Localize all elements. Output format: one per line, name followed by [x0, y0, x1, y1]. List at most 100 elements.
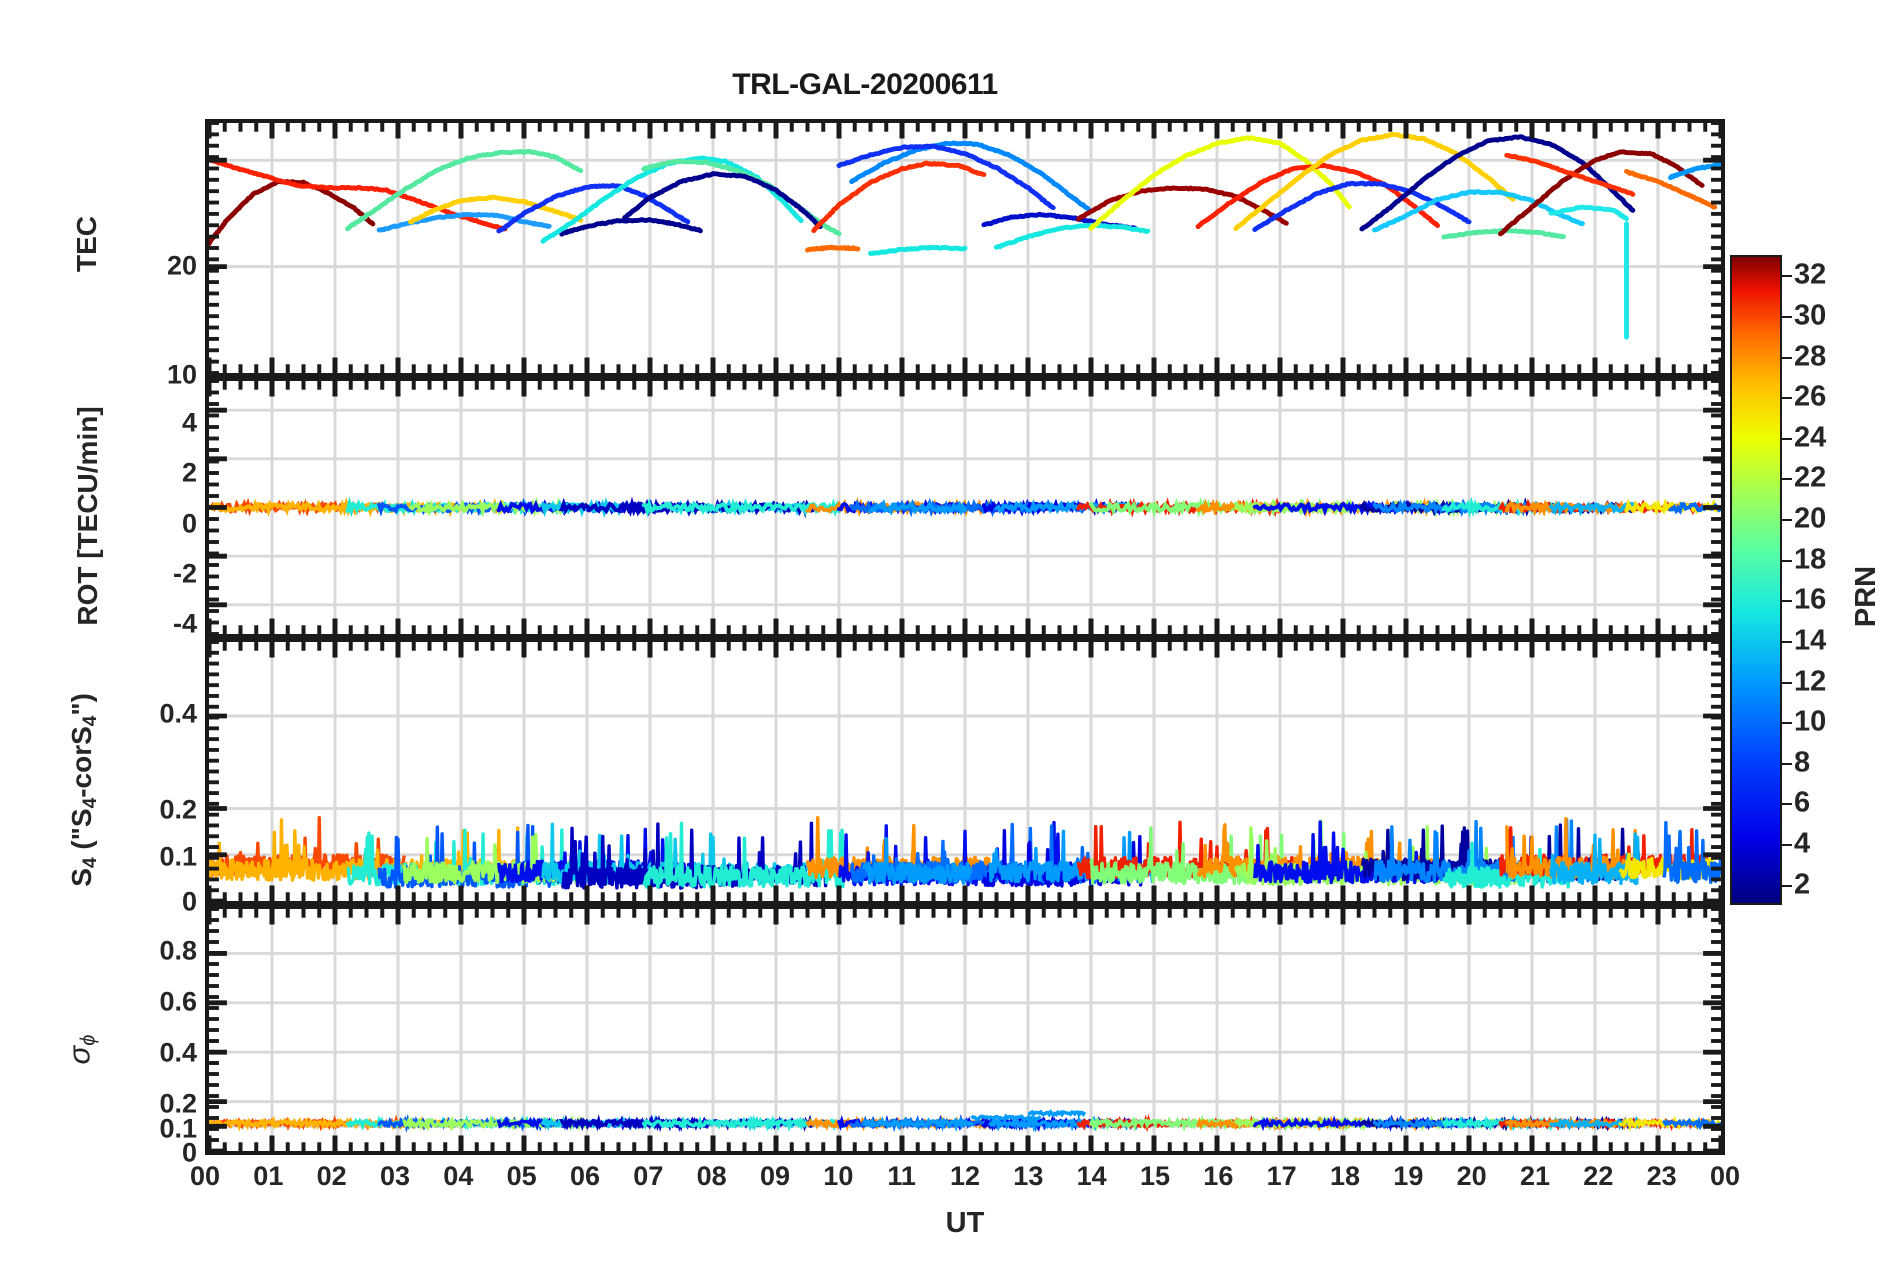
sigma-ytick-08: 0.8 — [159, 935, 197, 966]
sigma-phi-plot-area — [209, 909, 1721, 1151]
colorbar-tickmark-12 — [1782, 681, 1792, 684]
rot-trace-prn-3 — [622, 498, 823, 519]
x-tick-13-13: 13 — [1013, 1161, 1044, 1191]
colorbar-tickmark-30 — [1782, 315, 1792, 318]
sigma-ytick-02: 0.2 — [159, 1088, 197, 1119]
colorbar-tick-26: 26 — [1794, 380, 1827, 413]
rot-ytick-m4: -4 — [172, 608, 197, 639]
tec-arc-prn-30 — [209, 178, 376, 247]
x-tick-01-1: 01 — [253, 1161, 284, 1191]
colorbar-tick-18: 18 — [1794, 543, 1827, 576]
tec-ytick-10: 10 — [166, 359, 197, 390]
x-tick-00-0: 00 — [189, 1161, 221, 1191]
sigma-ytick-01: 0.1 — [159, 1113, 197, 1144]
s4-trace-prn-16 — [1442, 841, 1572, 889]
colorbar-tickmark-32 — [1782, 275, 1792, 278]
s4-ytick-04: 0.4 — [159, 698, 197, 729]
tec-arc-prn-28 — [811, 160, 987, 234]
colorbar-tick-4: 4 — [1794, 827, 1811, 860]
x-axis-label: UT — [945, 1207, 985, 1239]
x-tick-23-23: 23 — [1646, 1161, 1677, 1191]
tec-arc-prn-12 — [868, 244, 968, 256]
colorbar-tickmark-2 — [1782, 884, 1792, 887]
x-tick-18-18: 18 — [1329, 1161, 1361, 1191]
prn-colorbar[interactable] — [1730, 255, 1782, 905]
rot-trace-prn-13 — [1548, 501, 1635, 517]
colorbar-tick-28: 28 — [1794, 340, 1827, 373]
s4-ytick-labels: 0.4 0.2 0.1 0 — [85, 638, 197, 915]
tec-arc-prn-31 — [1075, 185, 1289, 226]
x-tick-02-2: 02 — [316, 1161, 347, 1191]
colorbar-tickmark-8 — [1782, 762, 1792, 765]
colorbar-tickmark-6 — [1782, 803, 1792, 806]
tec-ytick-20: 20 — [166, 250, 197, 281]
tec-arc-prn-5 — [496, 182, 691, 234]
tec-arc-prn-5 — [1252, 180, 1472, 233]
sigma-trace-prn-12 — [862, 1116, 974, 1133]
s4-ytick-0: 0 — [181, 886, 197, 917]
colorbar-tickmark-18 — [1782, 559, 1792, 562]
colorbar-tick-12: 12 — [1794, 665, 1827, 698]
tec-arc-prn-21 — [1233, 132, 1516, 232]
colorbar-tick-24: 24 — [1794, 421, 1827, 454]
rot-ytick-labels: 4 2 0 -2 -4 — [85, 377, 197, 638]
x-tick-06-6: 06 — [569, 1161, 601, 1191]
x-tick-21-21: 21 — [1519, 1161, 1551, 1191]
tec-arc-prn-16 — [345, 148, 584, 232]
s4-trace-prn-12 — [862, 836, 973, 885]
x-tick-17-17: 17 — [1266, 1161, 1297, 1191]
s4-plot-area — [209, 642, 1721, 901]
tec-plot-area — [209, 123, 1721, 373]
tec-arc-prn-21 — [408, 194, 584, 225]
tec-arc-prn-25 — [805, 244, 861, 253]
rot-plot-area — [209, 381, 1721, 634]
tec-arc-prn-25 — [1624, 168, 1718, 210]
colorbar-tickmark-4 — [1782, 844, 1792, 847]
rot-ytick-0: 0 — [181, 508, 197, 539]
x-tick-12-12: 12 — [949, 1161, 981, 1191]
colorbar-tick-14: 14 — [1794, 624, 1827, 657]
x-tick-05-5: 05 — [506, 1161, 537, 1191]
colorbar-label: PRN — [1850, 565, 1883, 628]
tec-arc-prn-28 — [1504, 152, 1636, 197]
x-tick-08-8: 08 — [696, 1161, 727, 1191]
colorbar-tick-32: 32 — [1794, 258, 1827, 291]
sigma-ytick-06: 0.6 — [159, 986, 197, 1017]
colorbar-tick-16: 16 — [1794, 583, 1827, 616]
x-tick-labels: 00 01 02 03 04 05 06 07 08 09 10 11 12 13 14 15 16 17 18 19… — [190, 1161, 1740, 1199]
colorbar-tick-20: 20 — [1794, 502, 1827, 535]
x-tick-09-9: 09 — [759, 1161, 791, 1191]
x-tick-22-22: 22 — [1583, 1161, 1614, 1191]
tec-panel — [205, 119, 1725, 377]
sigma-trace-prn-12 — [970, 1113, 1042, 1122]
x-tick-19-19: 19 — [1393, 1161, 1424, 1191]
s4-panel — [205, 638, 1725, 905]
s4-ytick-01: 0.1 — [159, 841, 197, 872]
colorbar-tickmark-26 — [1782, 397, 1792, 400]
rot-trace-prn-16 — [641, 497, 841, 518]
tec-arc-prn-20 — [1088, 135, 1352, 231]
colorbar-tickmark-24 — [1782, 437, 1792, 440]
x-tick-15-15: 15 — [1139, 1161, 1171, 1191]
tec-arc-prn-3 — [622, 171, 823, 230]
s4-trace-prn-9 — [377, 823, 558, 889]
rot-ytick-2: 2 — [181, 457, 197, 488]
colorbar-tickmark-14 — [1782, 640, 1792, 643]
tec-arc-prn-31 — [1498, 149, 1705, 237]
rot-panel — [205, 377, 1725, 638]
s4-ytick-02: 0.2 — [159, 794, 197, 825]
tec-axis-label: TEC — [71, 216, 102, 272]
tec-ytick-labels: 20 10 — [85, 119, 197, 389]
colorbar-tick-labels: 32 30 28 26 24 22 20 18 16 14 12 10 8 6 4 2 — [1782, 255, 1852, 905]
x-tick-03-3: 03 — [379, 1161, 411, 1191]
colorbar-tickmark-22 — [1782, 478, 1792, 481]
tec-arc-prn-5 — [836, 143, 1056, 211]
rot-ytick-4: 4 — [181, 407, 197, 438]
x-tick-16-16: 16 — [1203, 1161, 1234, 1191]
x-tick-20-20: 20 — [1456, 1161, 1487, 1191]
colorbar-gradient — [1732, 257, 1780, 903]
tec-arc-prn-10 — [849, 140, 1094, 214]
colorbar-tick-8: 8 — [1794, 746, 1811, 779]
tec-arc-prn-13 — [1548, 204, 1629, 222]
